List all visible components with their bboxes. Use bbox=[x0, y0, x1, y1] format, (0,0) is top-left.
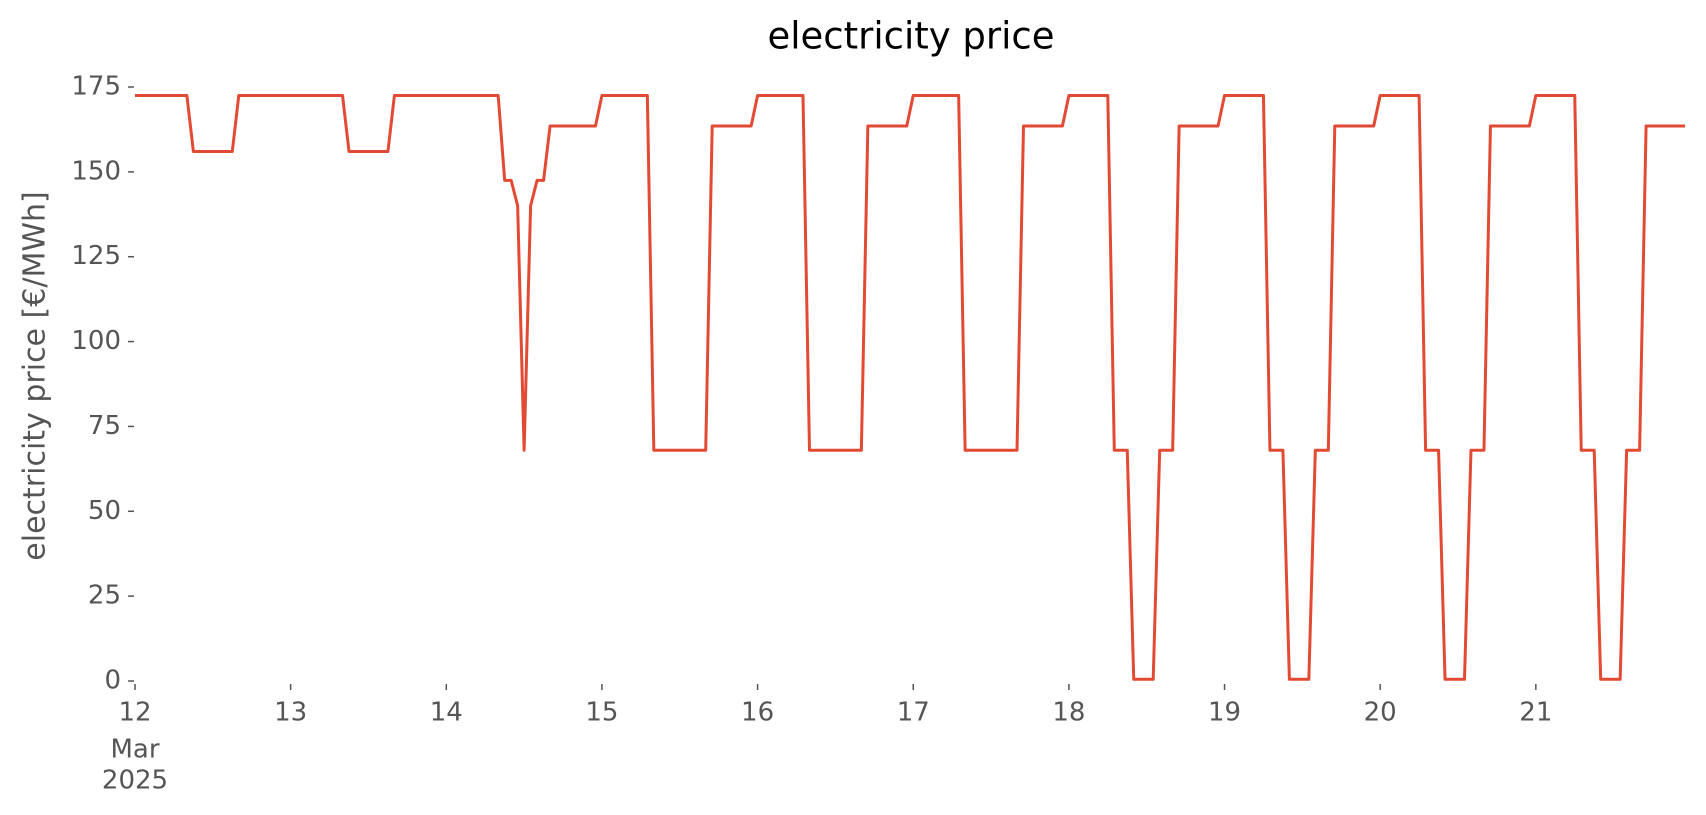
x-tick-label: 12 bbox=[118, 698, 151, 728]
y-tick-label: 150 bbox=[71, 156, 121, 186]
y-tick-label: 75 bbox=[88, 411, 121, 441]
x-tick-label: 16 bbox=[741, 698, 774, 728]
x-tick-label: 18 bbox=[1052, 698, 1085, 728]
y-axis-label: electricity price [€/MWh] bbox=[18, 191, 53, 560]
line-series bbox=[135, 93, 1685, 681]
x-tick-label: 15 bbox=[585, 698, 618, 728]
chart-title: electricity price bbox=[767, 15, 1054, 58]
x-tick-label: 14 bbox=[430, 698, 463, 728]
x-tick-label: 20 bbox=[1364, 698, 1397, 728]
y-tick-label: 25 bbox=[88, 581, 121, 611]
x-year-label: 2025 bbox=[102, 766, 168, 796]
y-tick-label: 100 bbox=[71, 326, 121, 356]
x-month-label: Mar bbox=[110, 735, 159, 765]
y-tick-label: 125 bbox=[71, 241, 121, 271]
x-tick-label: 13 bbox=[274, 698, 307, 728]
y-tick-label: 0 bbox=[104, 666, 121, 696]
x-tick-label: 17 bbox=[897, 698, 930, 728]
x-tick-label: 19 bbox=[1208, 698, 1241, 728]
y-tick-label: 50 bbox=[88, 496, 121, 526]
x-tick-label: 21 bbox=[1519, 698, 1552, 728]
y-tick-label: 175 bbox=[71, 72, 121, 102]
